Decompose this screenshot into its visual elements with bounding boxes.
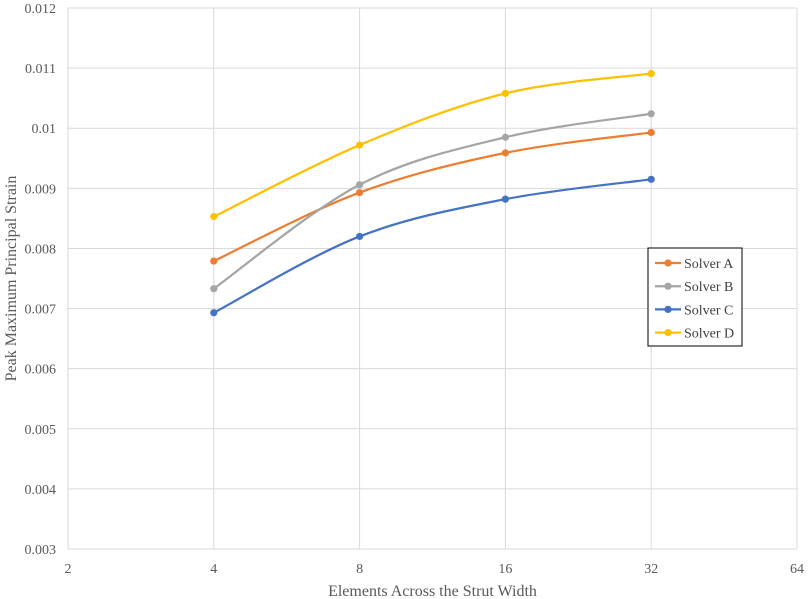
legend-marker-solver-b <box>664 282 672 290</box>
series-solver-b <box>210 110 655 293</box>
legend: Solver A Solver B Solver C Solver D <box>647 247 743 347</box>
data-point-solver-a <box>501 149 509 157</box>
legend-marker-solver-d <box>664 329 672 337</box>
y-tick-label: 0.006 <box>25 363 57 378</box>
x-tick-label: 64 <box>790 562 804 577</box>
data-point-solver-d <box>647 69 655 78</box>
data-point-solver-c <box>210 309 218 317</box>
series-line-solver-a <box>213 131 652 263</box>
data-point-solver-b <box>647 110 655 118</box>
x-tick-label: 4 <box>210 562 217 577</box>
y-tick-label: 0.012 <box>25 2 57 17</box>
x-axis-title: Elements Across the Strut Width <box>328 583 537 599</box>
y-tick-label: 0.011 <box>25 62 56 77</box>
y-tick-label: 0.01 <box>32 122 57 137</box>
series-line-solver-c <box>213 178 652 314</box>
x-tick-label: 2 <box>65 562 72 577</box>
series-solver-c <box>210 175 655 317</box>
data-point-solver-c <box>647 175 655 183</box>
data-point-solver-d <box>210 212 218 221</box>
data-point-solver-d <box>356 141 364 149</box>
data-point-solver-a <box>647 128 655 137</box>
legend-marker-solver-c <box>664 305 672 313</box>
legend-marker-solver-a <box>664 259 672 267</box>
data-point-solver-b <box>210 285 218 293</box>
series-line-solver-b <box>213 112 652 290</box>
data-point-solver-a <box>356 188 364 197</box>
data-point-solver-a <box>210 257 218 265</box>
y-tick-label: 0.003 <box>25 543 57 558</box>
data-point-solver-b <box>501 133 509 141</box>
legend-label-solver-d: Solver D <box>684 327 734 342</box>
legend-box <box>647 247 743 347</box>
legend-label-solver-b: Solver B <box>684 280 733 295</box>
series-solver-d <box>210 69 655 221</box>
legend-label-solver-c: Solver C <box>684 303 733 318</box>
y-tick-label: 0.005 <box>25 423 57 438</box>
x-tick-label: 32 <box>644 562 658 577</box>
series-line-solver-d <box>213 72 652 218</box>
y-tick-label: 0.007 <box>25 303 57 318</box>
data-point-solver-b <box>356 181 364 189</box>
legend-label-solver-a: Solver A <box>684 257 734 272</box>
gridlines <box>67 7 798 550</box>
x-tick-label: 16 <box>498 562 512 577</box>
y-tick-label: 0.008 <box>25 242 57 257</box>
x-tick-label: 8 <box>356 562 363 577</box>
data-point-solver-c <box>501 195 509 203</box>
tick-labels: 0.003 0.004 0.005 0.006 0.007 0.008 0.009 0.01 0… <box>25 2 805 577</box>
data-point-solver-d <box>501 89 509 97</box>
y-tick-label: 0.004 <box>25 483 57 498</box>
y-axis-title: Peak Maximum Principal Strain <box>3 176 20 382</box>
series-solver-a <box>210 128 655 265</box>
data-point-solver-c <box>356 232 364 241</box>
y-tick-label: 0.009 <box>25 182 57 197</box>
series-lines <box>210 69 655 317</box>
